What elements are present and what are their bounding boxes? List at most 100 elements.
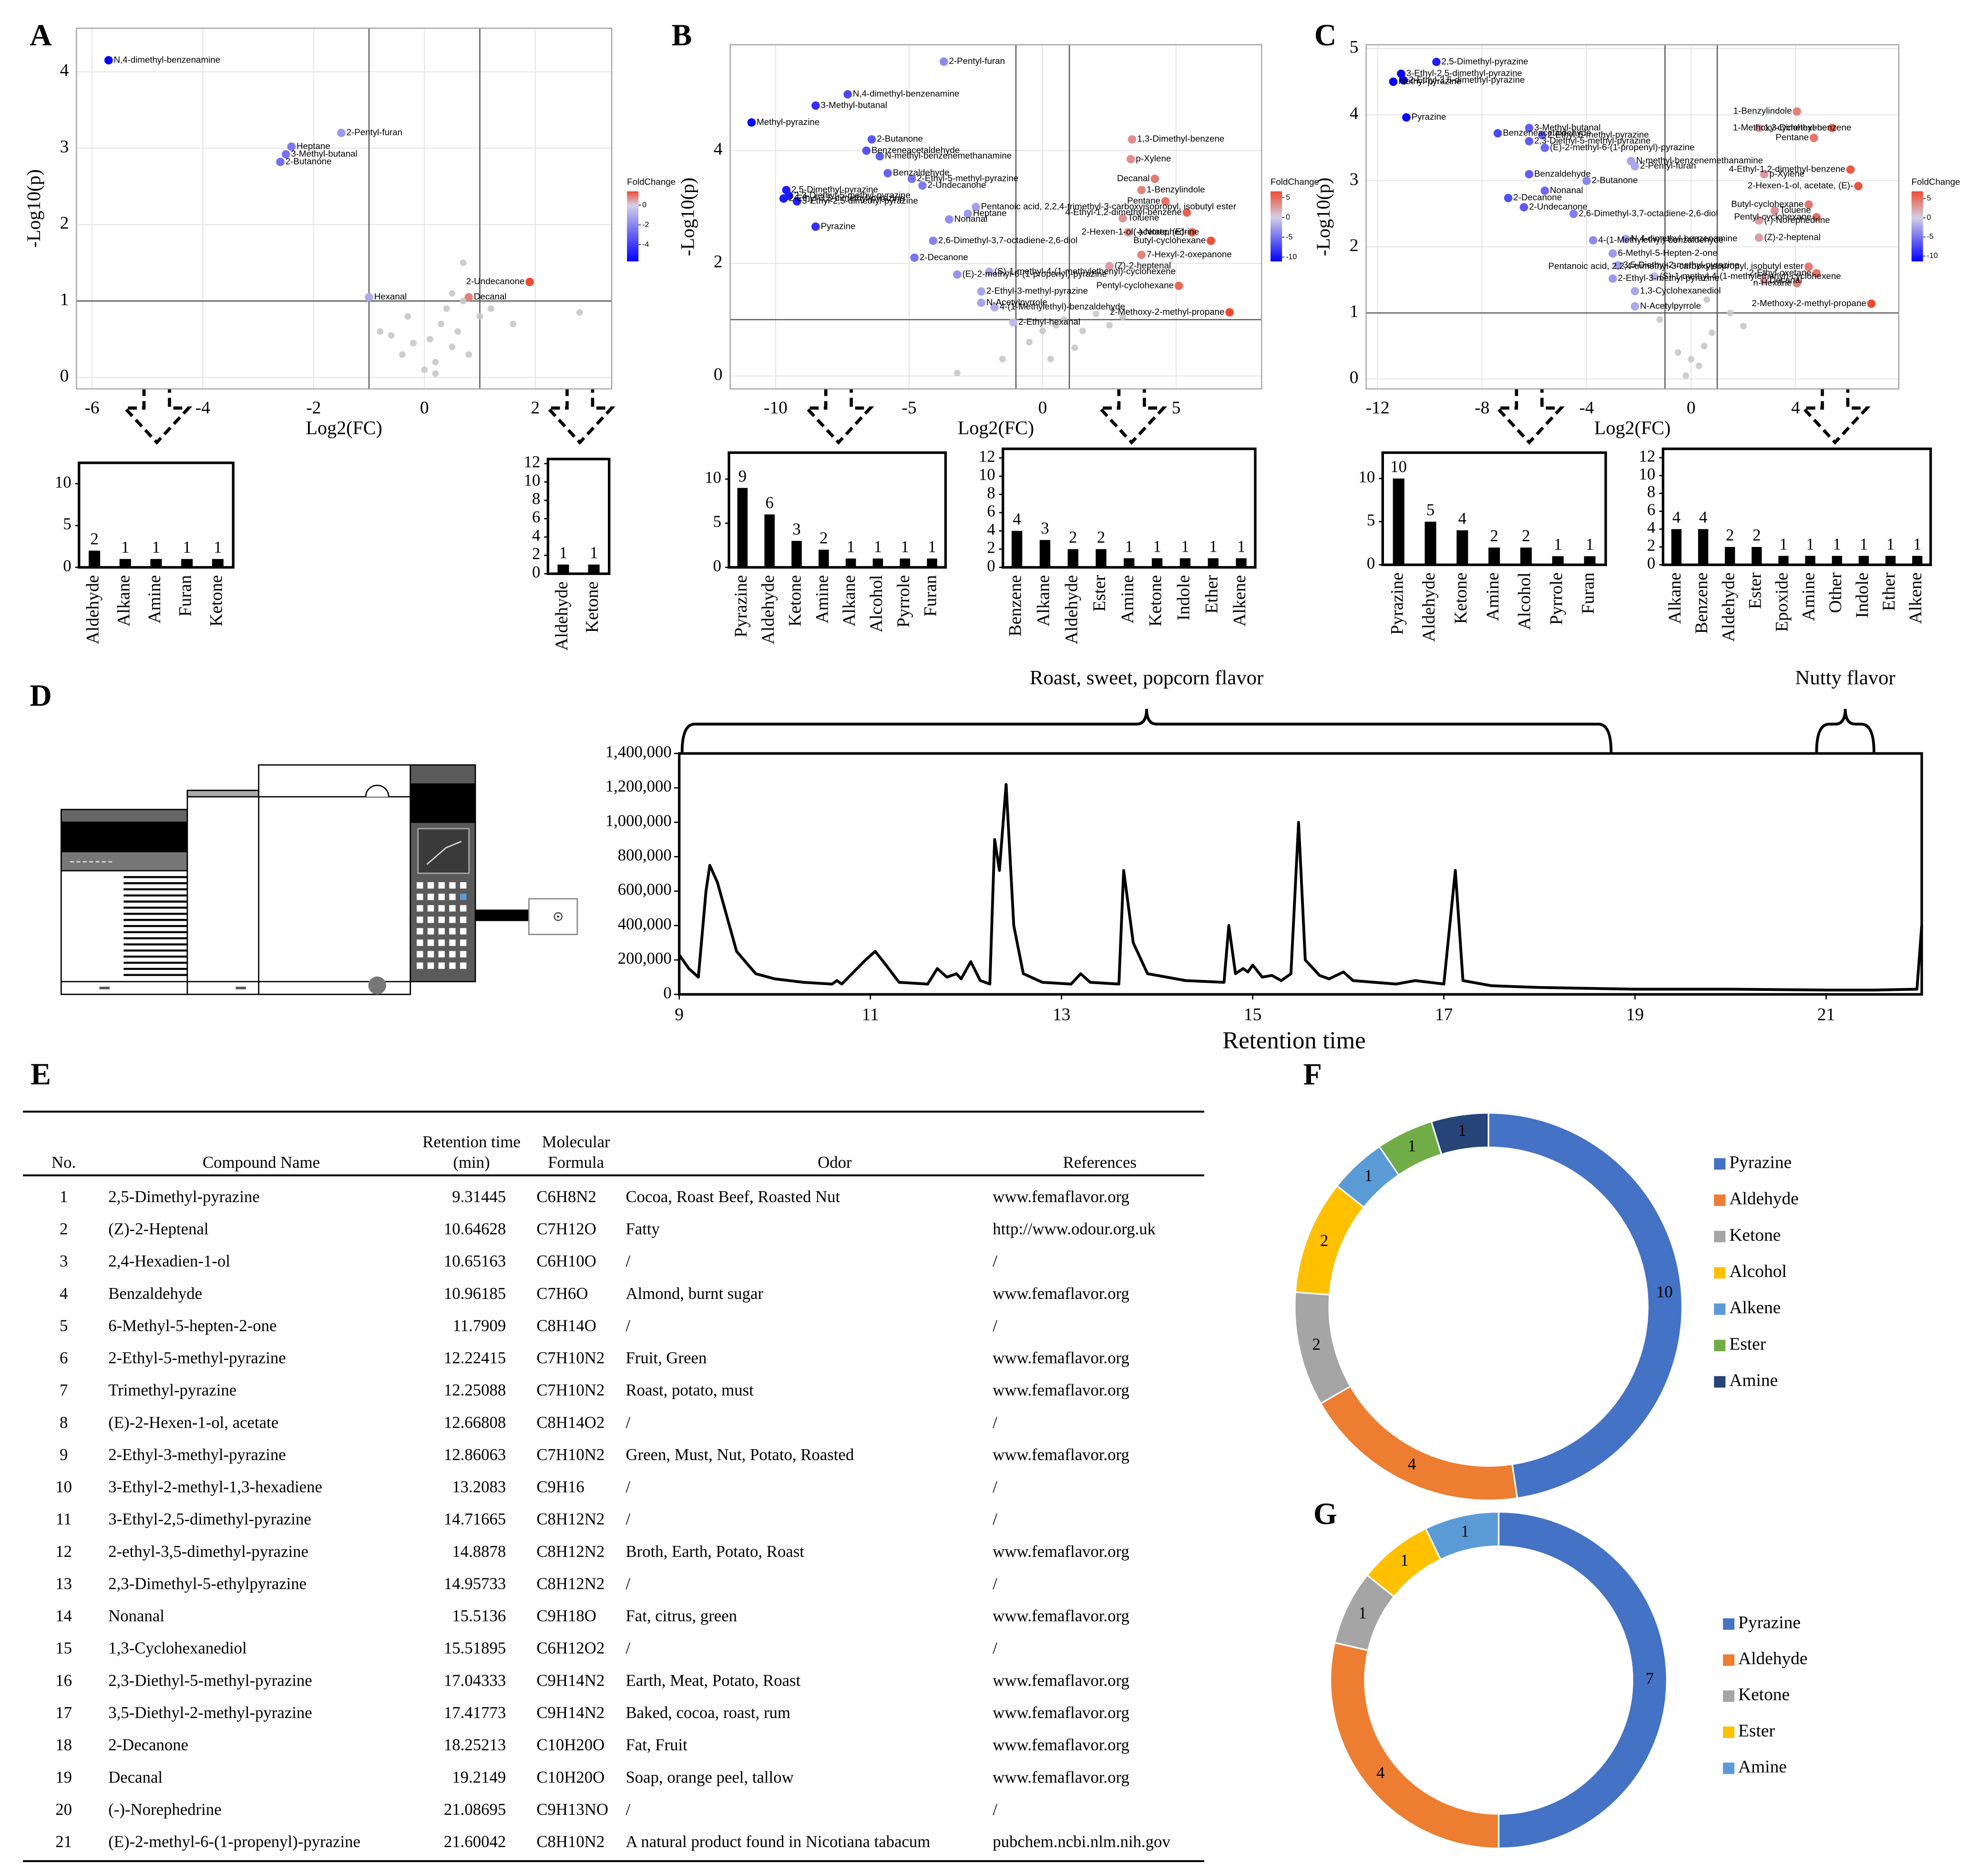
instrument-button [427,894,434,900]
instrument-button [427,939,434,946]
point-label: Pentyl-cyclohexane [1734,211,1811,221]
bar [1067,549,1078,567]
point [953,270,962,279]
plot-area [730,44,1262,389]
point-label: 2,6-Dimethyl-3,7-octadiene-2,6-diol [1578,208,1718,218]
point-label: 4-Ethyl-1,2-dimethyl-benzene [1066,207,1182,217]
colorbar-tick-label: 0 [1927,213,1931,222]
point-ns [399,351,406,358]
bar [900,558,911,567]
value-label: 2 [820,528,828,547]
point-label: Methyl-pyrazine [1398,76,1461,86]
donut-slice [1330,1641,1500,1849]
slice-label: 1 [1461,1522,1469,1541]
table-cell: 10.96185 [444,1284,506,1303]
instrument-button [427,951,434,958]
y-tick-label: 1 [1350,302,1359,321]
legend-label: Aldehyde [1729,1189,1798,1209]
bar [1151,558,1163,567]
y-tick-label: 10 [1639,464,1656,483]
instrument-button [438,905,445,912]
legend-swatch [1723,1618,1735,1630]
value-label: 2 [1097,528,1105,546]
table-cell: / [993,1252,997,1270]
point-label: 3-Methyl-butanal [291,148,357,158]
y-tick-label: 1,400,000 [605,742,672,761]
y-axis-title: -Log10(p) [676,177,698,256]
point-label: 2,5-Dimethyl-pyrazine [791,185,878,195]
point [867,135,876,144]
table-cell: 15.51895 [444,1639,506,1658]
point [1754,124,1763,133]
point-ns [1119,313,1127,320]
table-cell: / [625,1478,630,1496]
table-cell: 6-Methyl-5-hepten-2-one [108,1316,277,1335]
point [1399,76,1408,85]
table-header: No. [51,1153,76,1172]
value-label: 1 [121,538,129,556]
table-cell: A natural product found in Nicotiana tab… [625,1833,930,1851]
point [875,152,884,161]
point [1582,176,1591,185]
point-label: (S)-1-methyl-4-(1-methylethenyl)-cyclohe… [1660,271,1841,281]
point-label: 2-Decanone [1513,192,1562,202]
table-cell: Broth, Earth, Potato, Roast [625,1542,804,1561]
point [1609,249,1617,258]
point-label: 3,5-Diethyl-2-methyl-pyrazine [1623,259,1739,269]
point [1630,162,1640,171]
point-label: 2-Hexen-1-ol, acetate, (E)- [1082,227,1187,237]
table-cell: (Z)-2-Heptenal [108,1220,208,1238]
y-axis-title: -Log10(p) [1312,177,1334,256]
y-tick-label: 2 [1647,536,1655,555]
point [1609,274,1617,283]
x-tick-label: Other [1826,572,1845,613]
table-cell: Green, Must, Nut, Potato, Roasted [625,1445,854,1464]
x-tick-label: 15 [1244,1005,1261,1024]
colorbar-tick-label: -5 [1927,232,1934,241]
panel-label: E [31,1057,51,1091]
point-label: N,4-dimethyl-benzenamine [113,54,220,64]
point-label: N-Acetylpyrrole [986,297,1047,307]
x-tick-label: Aldehyde [552,581,572,650]
point [1809,134,1818,142]
value-label: 2 [1490,526,1498,545]
colorbar-title: FoldChange [627,176,676,186]
x-tick-label: Aldehyde [1062,575,1081,644]
table-cell: 1,3-Cyclohexanediol [108,1639,246,1658]
y-tick-label: 0 [532,563,540,581]
x-tick-label: Alkane [840,575,859,627]
slice-label: 4 [1408,1455,1416,1473]
point-label: N,4-dimethyl-benzenamine [853,89,960,99]
bar [1725,547,1735,565]
legend-label: Amine [1729,1370,1778,1390]
value-label: 10 [1390,457,1407,476]
x-tick-label: Ketone [206,575,226,627]
table-cell: www.femaflavor.org [993,1671,1129,1689]
instrument-button [417,905,423,912]
x-tick-label: Amine [1483,573,1503,621]
legend-swatch [1714,1303,1726,1315]
slice-label: 1 [1408,1137,1416,1155]
point [811,222,820,231]
table-cell: Fat, citrus, green [625,1606,737,1625]
value-label: 2 [1069,528,1077,546]
x-tick-label: Pyrrole [894,575,913,628]
table-cell: Fruit, Green [625,1349,707,1367]
value-label: 1 [214,538,222,556]
x-tick-label: Aldehyde [758,575,778,644]
x-tick-label: Ketone [1146,575,1166,627]
x-axis-title: Log2(FC) [306,417,382,438]
bar [737,488,748,567]
instrument-box [528,898,578,935]
point-label: N-Acetylpyrrole [1640,300,1701,310]
point [792,197,801,206]
colorbar-tick-label: 5 [1927,194,1931,203]
point [1569,209,1578,218]
y-tick-label: 0 [713,556,721,575]
bar [1584,556,1596,565]
table-cell: C8H12N2 [536,1574,605,1593]
y-tick-label: 0 [987,556,995,575]
table-cell: 19 [55,1768,72,1786]
point [1009,318,1018,327]
point-ns [404,313,411,320]
